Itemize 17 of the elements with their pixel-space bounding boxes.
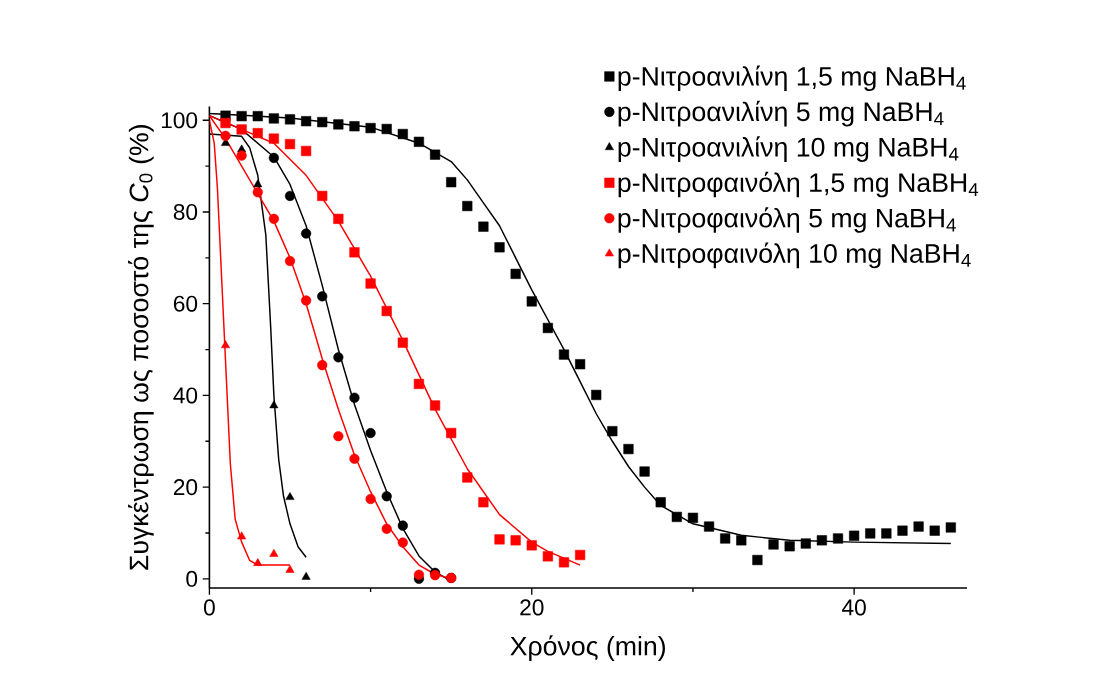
x-axis-title: Χρόνος (min) bbox=[510, 635, 665, 661]
y-tick-label: 20 bbox=[173, 478, 198, 496]
y-tick-label: 60 bbox=[173, 295, 198, 312]
legend-label: p-Νιτροανιλίνη 10 mg NaBH$_{4}$ bbox=[618, 136, 959, 162]
x-tick-label: 40 bbox=[842, 599, 866, 616]
legend-label: p-Νιτροφαινόλη 10 mg NaBH$_{4}$ bbox=[618, 242, 971, 269]
y-tick-label: 80 bbox=[173, 203, 198, 220]
y-tick-label: 40 bbox=[173, 387, 198, 404]
legend-label: p-Νιτροφαινόλη 5 mg NaBH$_{4}$ bbox=[618, 207, 956, 233]
x-tick-label: 0 bbox=[203, 599, 215, 616]
legend-label: p-Νιτροφαινόλη 1,5 mg NaBH$_{4}$ bbox=[618, 171, 979, 198]
legend-label: p-Νιτροανιλίνη 1,5 mg NaBH$_{4}$ bbox=[618, 65, 966, 91]
legend-label: p-Νιτροανιλίνη 5 mg NaBH$_{4}$ bbox=[618, 100, 944, 127]
y-tick-label: 100 bbox=[161, 112, 198, 129]
y-axis-title: Συγκέντρωση ως ποσοστό της C$_{0}$ (%) bbox=[128, 124, 154, 570]
x-tick-label: 20 bbox=[520, 599, 544, 616]
y-tick-label: 0 bbox=[186, 570, 198, 587]
